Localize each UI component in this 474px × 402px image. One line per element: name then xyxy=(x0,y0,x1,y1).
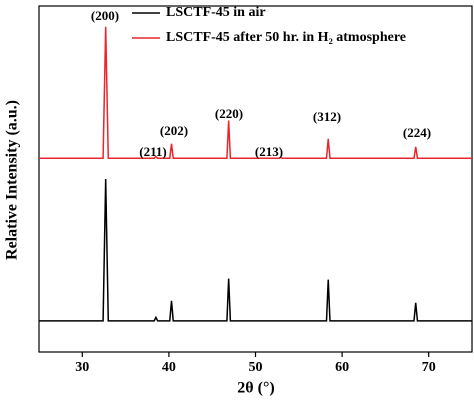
peak-label: (224) xyxy=(403,125,431,140)
x-tick-label: 30 xyxy=(75,360,89,375)
peak-label: (213) xyxy=(255,144,283,159)
series-line xyxy=(39,26,472,159)
x-tick-label: 50 xyxy=(249,360,263,375)
legend-label: LSCTF-45 after 50 hr. in H₂ atmosphere xyxy=(166,30,406,45)
series-line xyxy=(39,178,472,322)
peak-label: (211) xyxy=(139,144,166,159)
peak-label: (312) xyxy=(313,109,341,124)
x-axis-label: 2θ (°) xyxy=(237,380,274,397)
peak-label: (220) xyxy=(215,106,243,121)
x-tick-label: 40 xyxy=(162,360,176,375)
x-tick-label: 60 xyxy=(335,360,349,375)
x-tick-label: 70 xyxy=(422,360,436,375)
peak-label: (200) xyxy=(91,8,119,23)
legend-label: LSCTF-45 in air xyxy=(166,5,266,20)
y-axis-label: Relative Intensity (a.u.) xyxy=(4,100,21,260)
peak-label: (202) xyxy=(160,123,188,138)
